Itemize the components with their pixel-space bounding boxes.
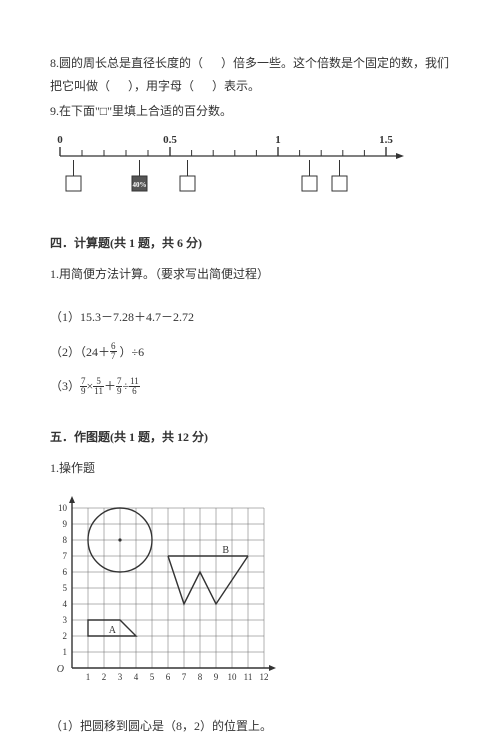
question-bottom: （1）把圆移到圆心是（8，2）的位置上。 xyxy=(50,715,450,737)
calc3-f2: 511 xyxy=(93,377,104,396)
calc3-f4: 116 xyxy=(129,377,140,396)
svg-text:1.5: 1.5 xyxy=(379,134,393,146)
grid-figure: O12345678910111212345678910AB xyxy=(50,494,450,697)
svg-text:6: 6 xyxy=(166,672,171,682)
section-4-title: 四．计算题(共 1 题，共 6 分) xyxy=(50,232,450,255)
section-5-item1: 1.操作题 xyxy=(50,457,450,480)
svg-text:B: B xyxy=(222,545,229,556)
svg-text:1: 1 xyxy=(275,134,281,146)
svg-text:10: 10 xyxy=(228,672,238,682)
svg-text:5: 5 xyxy=(63,583,68,593)
calc-1: （1）15.3－7.28＋4.7－2.72 xyxy=(50,306,450,329)
q8-text-e: ）表示。 xyxy=(212,79,260,93)
svg-text:1: 1 xyxy=(63,647,68,657)
numberline-svg: 0 0.5 1 1.5 40% xyxy=(50,134,410,202)
calc3-f3: 79 xyxy=(116,377,123,396)
q8-text-c: 把它叫做（ xyxy=(50,79,110,93)
calc3-op3: ÷ xyxy=(122,379,129,393)
calc-3: （3）79×511＋79÷116 xyxy=(50,375,450,398)
svg-text:7: 7 xyxy=(63,551,68,561)
section-4-item1: 1.用简便方法计算。（要求写出简便过程） xyxy=(50,263,450,286)
q8-blank-3 xyxy=(197,79,209,93)
svg-text:4: 4 xyxy=(63,599,68,609)
numberline-figure: 0 0.5 1 1.5 40% xyxy=(50,134,450,210)
q8-text-a: 8.圆的周长总是直径长度的（ xyxy=(50,56,203,70)
svg-text:A: A xyxy=(109,625,117,636)
svg-text:10: 10 xyxy=(58,503,68,513)
svg-text:3: 3 xyxy=(63,615,68,625)
svg-text:3: 3 xyxy=(118,672,123,682)
grid-svg: O12345678910111212345678910AB xyxy=(50,494,280,689)
calc2-a: （2）（24＋ xyxy=(50,345,110,359)
calc3-a: （3） xyxy=(50,379,80,393)
svg-text:8: 8 xyxy=(198,672,203,682)
svg-text:1: 1 xyxy=(86,672,91,682)
q8-blank-2 xyxy=(113,79,125,93)
svg-text:12: 12 xyxy=(260,672,269,682)
svg-text:O: O xyxy=(57,664,64,675)
calc3-f1: 79 xyxy=(80,377,87,396)
q8-text-b: ）倍多一些。这个倍数是个固定的数，我们 xyxy=(221,56,449,70)
svg-text:4: 4 xyxy=(134,672,139,682)
svg-text:7: 7 xyxy=(182,672,187,682)
svg-text:9: 9 xyxy=(214,672,219,682)
svg-text:8: 8 xyxy=(63,535,68,545)
calc3-op1: × xyxy=(87,379,94,393)
q9-text: 9.在下面"□"里填上合适的百分数。 xyxy=(50,104,232,118)
calc2-b: ）÷6 xyxy=(117,345,145,359)
svg-text:5: 5 xyxy=(150,672,155,682)
calc3-op2: ＋ xyxy=(104,379,116,393)
q8-text-d: ），用字母（ xyxy=(128,79,194,93)
svg-text:2: 2 xyxy=(102,672,107,682)
svg-text:0.5: 0.5 xyxy=(163,134,177,146)
question-8: 8.圆的周长总是直径长度的（ ）倍多一些。这个倍数是个固定的数，我们 把它叫做（… xyxy=(50,52,450,98)
question-9: 9.在下面"□"里填上合适的百分数。 xyxy=(50,100,450,123)
svg-text:6: 6 xyxy=(63,567,68,577)
svg-text:0: 0 xyxy=(57,134,63,146)
calc2-frac: 67 xyxy=(110,342,117,361)
svg-text:9: 9 xyxy=(63,519,68,529)
svg-text:2: 2 xyxy=(63,631,68,641)
section-5-title: 五．作图题(共 1 题，共 12 分) xyxy=(50,426,450,449)
svg-text:40%: 40% xyxy=(133,181,147,189)
svg-text:11: 11 xyxy=(244,672,253,682)
calc-2: （2）（24＋67 ）÷6 xyxy=(50,341,450,364)
q8-blank-1 xyxy=(206,56,218,70)
